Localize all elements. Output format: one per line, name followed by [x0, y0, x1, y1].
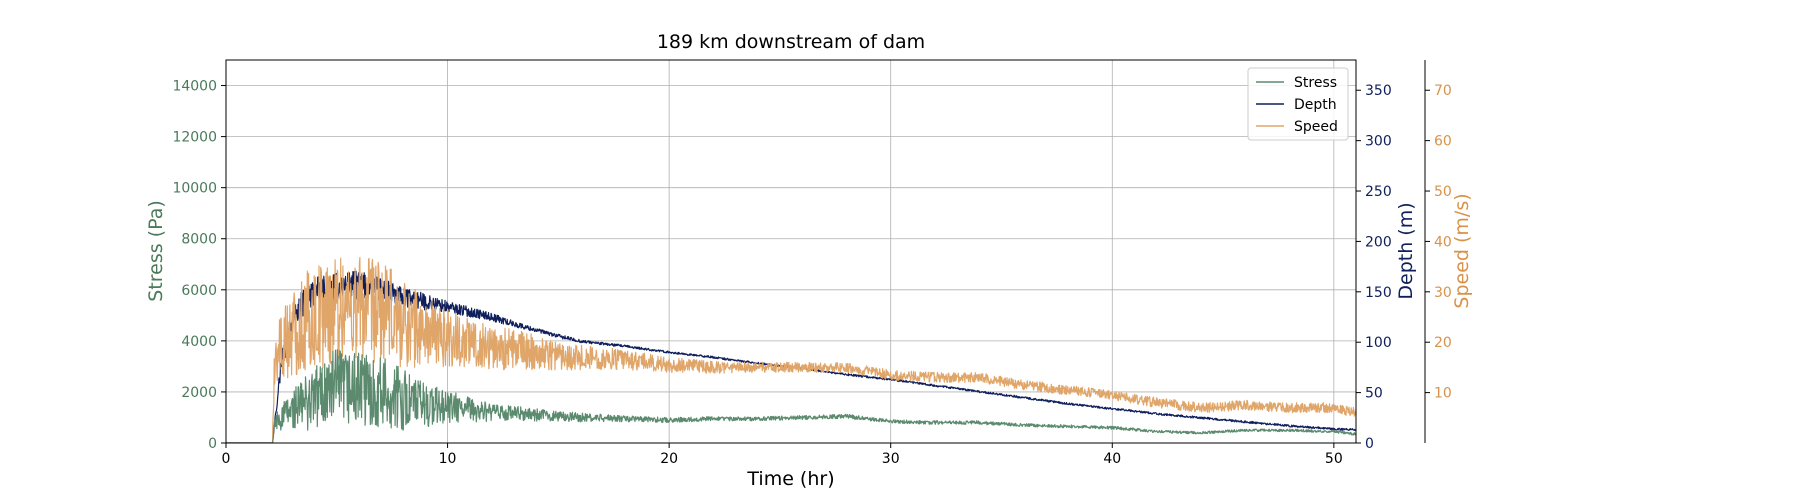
x-tick-label: 40 [1103, 451, 1121, 467]
series-line-speed [226, 257, 1356, 443]
depth-tick-label: 50 [1365, 386, 1383, 402]
depth-tick-label: 100 [1365, 335, 1392, 351]
speed-tick-label: 20 [1434, 335, 1452, 351]
stress-tick-label: 2000 [181, 385, 217, 401]
depth-tick-label: 350 [1365, 83, 1392, 99]
stress-tick-label: 6000 [181, 283, 217, 299]
stress-tick-label: 4000 [181, 334, 217, 350]
stress-tick-label: 14000 [172, 79, 217, 95]
speed-tick-label: 30 [1434, 285, 1452, 301]
x-tick-label: 10 [439, 451, 457, 467]
depth-tick-label: 200 [1365, 234, 1392, 250]
y-axis-label-stress: Stress (Pa) [145, 200, 167, 302]
stress-tick-label: 0 [208, 436, 217, 452]
legend-label-depth: Depth [1294, 97, 1337, 113]
chart-title: 189 km downstream of dam [657, 31, 925, 53]
stress-tick-label: 10000 [172, 181, 217, 197]
speed-tick-label: 70 [1434, 83, 1452, 99]
series-layer [226, 257, 1356, 443]
depth-tick-label: 0 [1365, 436, 1374, 452]
speed-tick-label: 60 [1434, 134, 1452, 150]
depth-tick-label: 150 [1365, 285, 1392, 301]
x-tick-label: 20 [660, 451, 678, 467]
legend-label-speed: Speed [1294, 119, 1338, 135]
legend-box [1247, 67, 1349, 141]
depth-tick-label: 300 [1365, 134, 1392, 150]
axes-layer: 0 10 20 30 40 5002000400060008000100001200014… [172, 60, 1452, 467]
legend-label-stress: Stress [1294, 75, 1337, 91]
stress-tick-label: 12000 [172, 130, 217, 146]
speed-tick-label: 50 [1434, 184, 1452, 200]
stress-tick-label: 8000 [181, 232, 217, 248]
series-line-stress [226, 349, 1356, 443]
depth-tick-label: 250 [1365, 184, 1392, 200]
speed-tick-label: 10 [1434, 386, 1452, 402]
x-tick-label: 50 [1325, 451, 1343, 467]
plot-frame [225, 59, 1357, 444]
x-tick-label: 0 [222, 451, 231, 467]
x-tick-label: 30 [882, 451, 900, 467]
speed-tick-label: 40 [1434, 234, 1452, 250]
x-axis-label: Time (hr) [746, 468, 834, 490]
y-axis-label-speed: Speed (m/s) [1451, 193, 1473, 308]
y-axis-label-depth: Depth (m) [1395, 202, 1417, 299]
legend: Stress Depth Speed [1247, 67, 1349, 141]
